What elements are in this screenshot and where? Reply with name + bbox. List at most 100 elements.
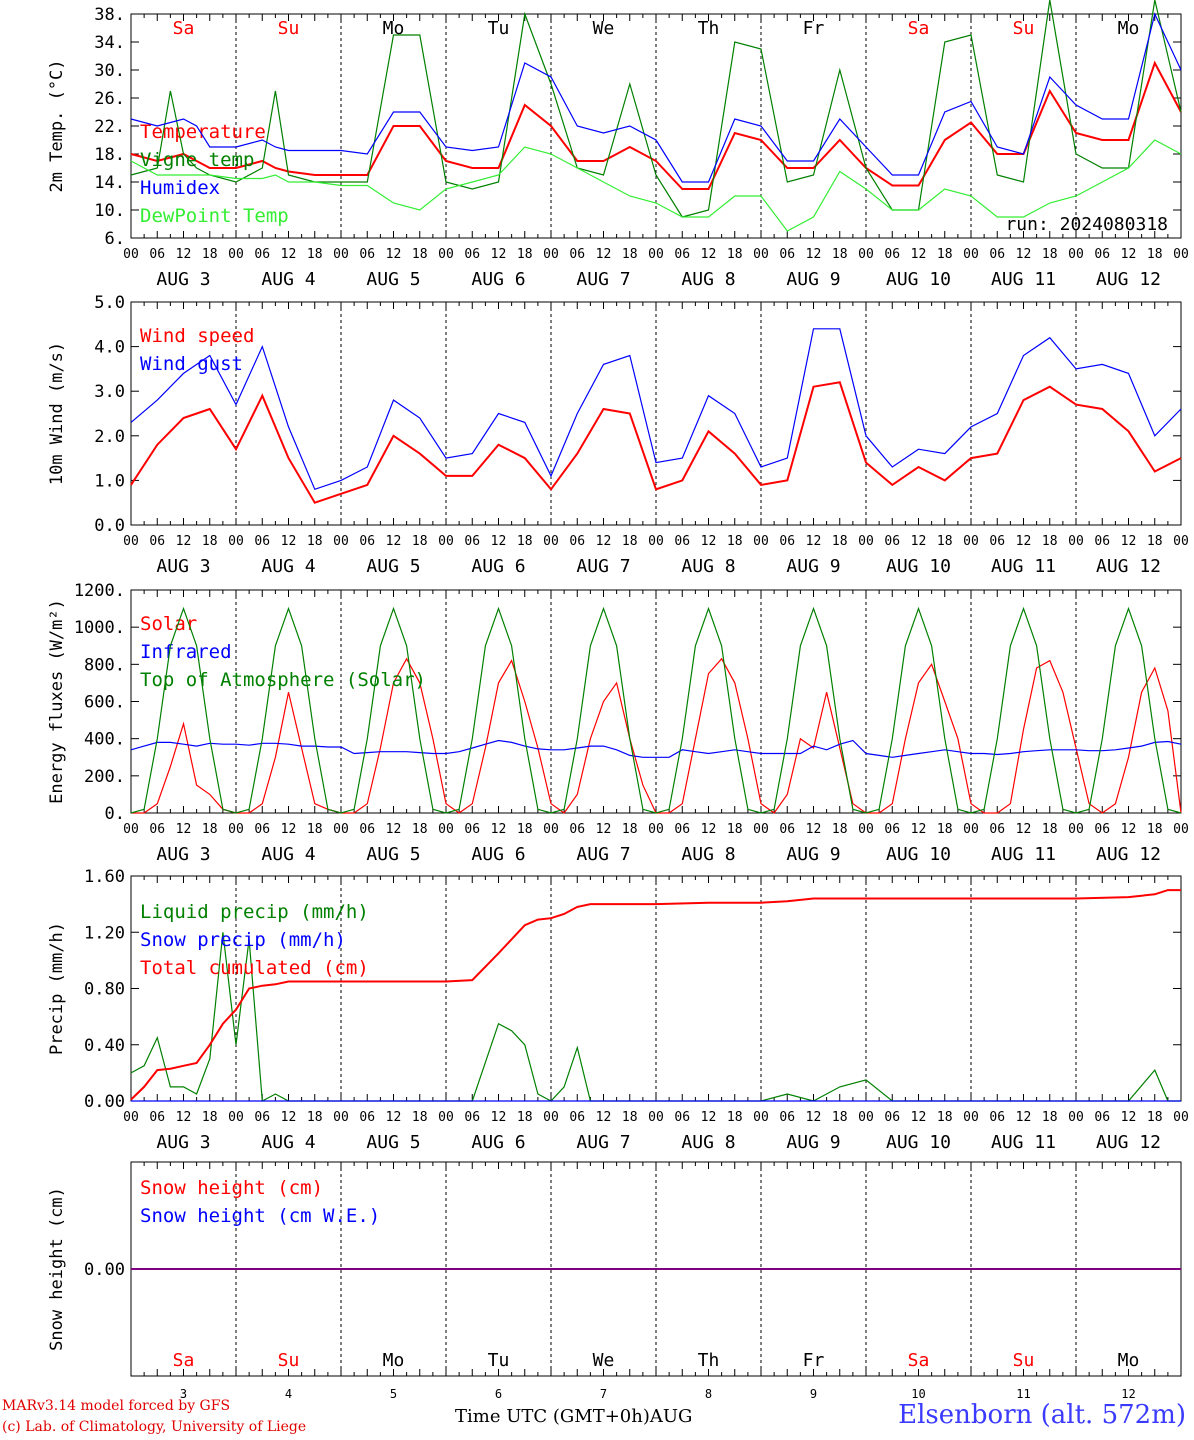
date-label: AUG 5 bbox=[366, 1132, 420, 1153]
hour-tick-label: 12 bbox=[176, 822, 192, 837]
hour-tick-label: 00 bbox=[648, 822, 664, 837]
hour-tick-label: 06 bbox=[884, 1110, 900, 1125]
date-label: AUG 8 bbox=[681, 556, 735, 577]
hour-tick-label: 06 bbox=[149, 1110, 165, 1125]
day-name-label: Mo bbox=[1118, 18, 1140, 39]
hour-tick-label: 00 bbox=[228, 534, 244, 549]
hour-tick-label: 00 bbox=[858, 822, 874, 837]
station-name: Elsenborn (alt. 572m) bbox=[898, 1400, 1186, 1430]
hour-tick-label: 06 bbox=[359, 534, 375, 549]
hour-tick-label: 00 bbox=[963, 822, 979, 837]
hour-tick-label: 12 bbox=[176, 1110, 192, 1125]
credit-lab: (c) Lab. of Climatology, University of L… bbox=[2, 1419, 307, 1435]
day-name-label: Sa bbox=[173, 1350, 195, 1371]
hour-tick-label: 12 bbox=[281, 1110, 297, 1125]
hour-tick-label: 18 bbox=[622, 822, 638, 837]
y-axis-title: 2m Temp. (°C) bbox=[47, 59, 67, 192]
hour-tick-label: 06 bbox=[779, 534, 795, 549]
legend-entry: Top of Atmosphere (Solar) bbox=[140, 669, 426, 691]
hour-tick-label: 18 bbox=[937, 247, 953, 262]
hour-tick-label: 18 bbox=[412, 822, 428, 837]
hour-tick-label: 06 bbox=[674, 534, 690, 549]
hour-tick-label: 12 bbox=[701, 822, 717, 837]
date-label: AUG 3 bbox=[156, 556, 210, 577]
date-label: AUG 9 bbox=[786, 1132, 840, 1153]
date-label: AUG 6 bbox=[471, 556, 525, 577]
y-tick-label: 0.00 bbox=[84, 1092, 125, 1112]
hour-tick-label: 18 bbox=[1147, 247, 1163, 262]
hour-tick-label: 00 bbox=[1173, 534, 1189, 549]
hour-tick-label: 06 bbox=[254, 822, 270, 837]
hour-tick-label: 00 bbox=[333, 1110, 349, 1125]
hour-tick-label: 00 bbox=[753, 534, 769, 549]
date-label: AUG 6 bbox=[471, 1132, 525, 1153]
hour-tick-label: 06 bbox=[779, 822, 795, 837]
hour-tick-label: 00 bbox=[1068, 247, 1084, 262]
hour-tick-label: 06 bbox=[569, 534, 585, 549]
date-label: AUG 5 bbox=[366, 844, 420, 865]
hour-tick-label: 00 bbox=[753, 1110, 769, 1125]
hour-tick-label: 12 bbox=[596, 822, 612, 837]
y-tick-label: 18. bbox=[94, 145, 125, 165]
y-tick-label: 1.20 bbox=[84, 923, 125, 943]
hour-tick-label: 12 bbox=[176, 247, 192, 262]
y-tick-label: 2.0 bbox=[94, 427, 125, 447]
legend-entry: DewPoint Temp bbox=[140, 205, 289, 227]
hour-tick-label: 18 bbox=[1042, 247, 1058, 262]
date-label: AUG 10 bbox=[886, 1132, 951, 1153]
hour-tick-label: 12 bbox=[491, 822, 507, 837]
hour-tick-label: 12 bbox=[911, 247, 927, 262]
hour-tick-label: 00 bbox=[1173, 247, 1189, 262]
y-tick-label: 200. bbox=[84, 767, 125, 787]
hour-tick-label: 12 bbox=[1016, 822, 1032, 837]
hour-tick-label: 00 bbox=[753, 822, 769, 837]
legend-entry: Infrared bbox=[140, 641, 232, 663]
legend-entry: Humidex bbox=[140, 177, 220, 199]
date-label: AUG 3 bbox=[156, 269, 210, 290]
hour-tick-label: 12 bbox=[806, 247, 822, 262]
y-tick-label: 1.60 bbox=[84, 867, 125, 887]
legend-entry: Wind gust bbox=[140, 353, 243, 375]
day-name-label: Mo bbox=[383, 1350, 405, 1371]
hour-tick-label: 00 bbox=[228, 822, 244, 837]
hour-tick-label: 18 bbox=[412, 1110, 428, 1125]
hour-tick-label: 06 bbox=[569, 1110, 585, 1125]
hour-tick-label: 18 bbox=[517, 534, 533, 549]
hour-tick-label: 06 bbox=[989, 534, 1005, 549]
series-line-blue bbox=[130, 12, 1182, 183]
hour-tick-label: 06 bbox=[359, 822, 375, 837]
hour-tick-label: 00 bbox=[438, 534, 454, 549]
series-line-green bbox=[130, 606, 1182, 814]
x-axis-month: AUG bbox=[649, 1406, 693, 1427]
date-label: AUG 11 bbox=[991, 1132, 1056, 1153]
legend-entry: Solar bbox=[140, 613, 197, 635]
hour-tick-label: 06 bbox=[254, 534, 270, 549]
day-name-label: We bbox=[593, 18, 615, 39]
y-axis-title: Energy fluxes (W/m²) bbox=[47, 599, 67, 804]
hour-tick-label: 12 bbox=[911, 1110, 927, 1125]
hour-tick-label: 00 bbox=[438, 1110, 454, 1125]
day-name-label: Sa bbox=[908, 1350, 930, 1371]
x-axis-title-text: Time UTC (GMT+0h) bbox=[455, 1406, 650, 1427]
hour-tick-label: 06 bbox=[989, 247, 1005, 262]
hour-tick-label: 06 bbox=[569, 247, 585, 262]
hour-tick-label: 18 bbox=[202, 534, 218, 549]
day-number-label: 4 bbox=[285, 1387, 292, 1401]
hour-tick-label: 06 bbox=[989, 1110, 1005, 1125]
hour-tick-label: 12 bbox=[596, 534, 612, 549]
series-line-lightgreen bbox=[130, 139, 1182, 232]
day-name-label: Mo bbox=[1118, 1350, 1140, 1371]
legend-entry: Temperature bbox=[140, 121, 266, 143]
hour-tick-label: 00 bbox=[543, 247, 559, 262]
hour-tick-label: 12 bbox=[596, 1110, 612, 1125]
day-name-label: Tu bbox=[488, 18, 510, 39]
hour-tick-label: 18 bbox=[1042, 534, 1058, 549]
date-label: AUG 5 bbox=[366, 269, 420, 290]
legend-entry: Vigne temp bbox=[140, 149, 254, 171]
hour-tick-label: 18 bbox=[832, 822, 848, 837]
y-tick-label: 400. bbox=[84, 730, 125, 750]
date-label: AUG 8 bbox=[681, 269, 735, 290]
hour-tick-label: 06 bbox=[884, 534, 900, 549]
y-tick-label: 3.0 bbox=[94, 382, 125, 402]
